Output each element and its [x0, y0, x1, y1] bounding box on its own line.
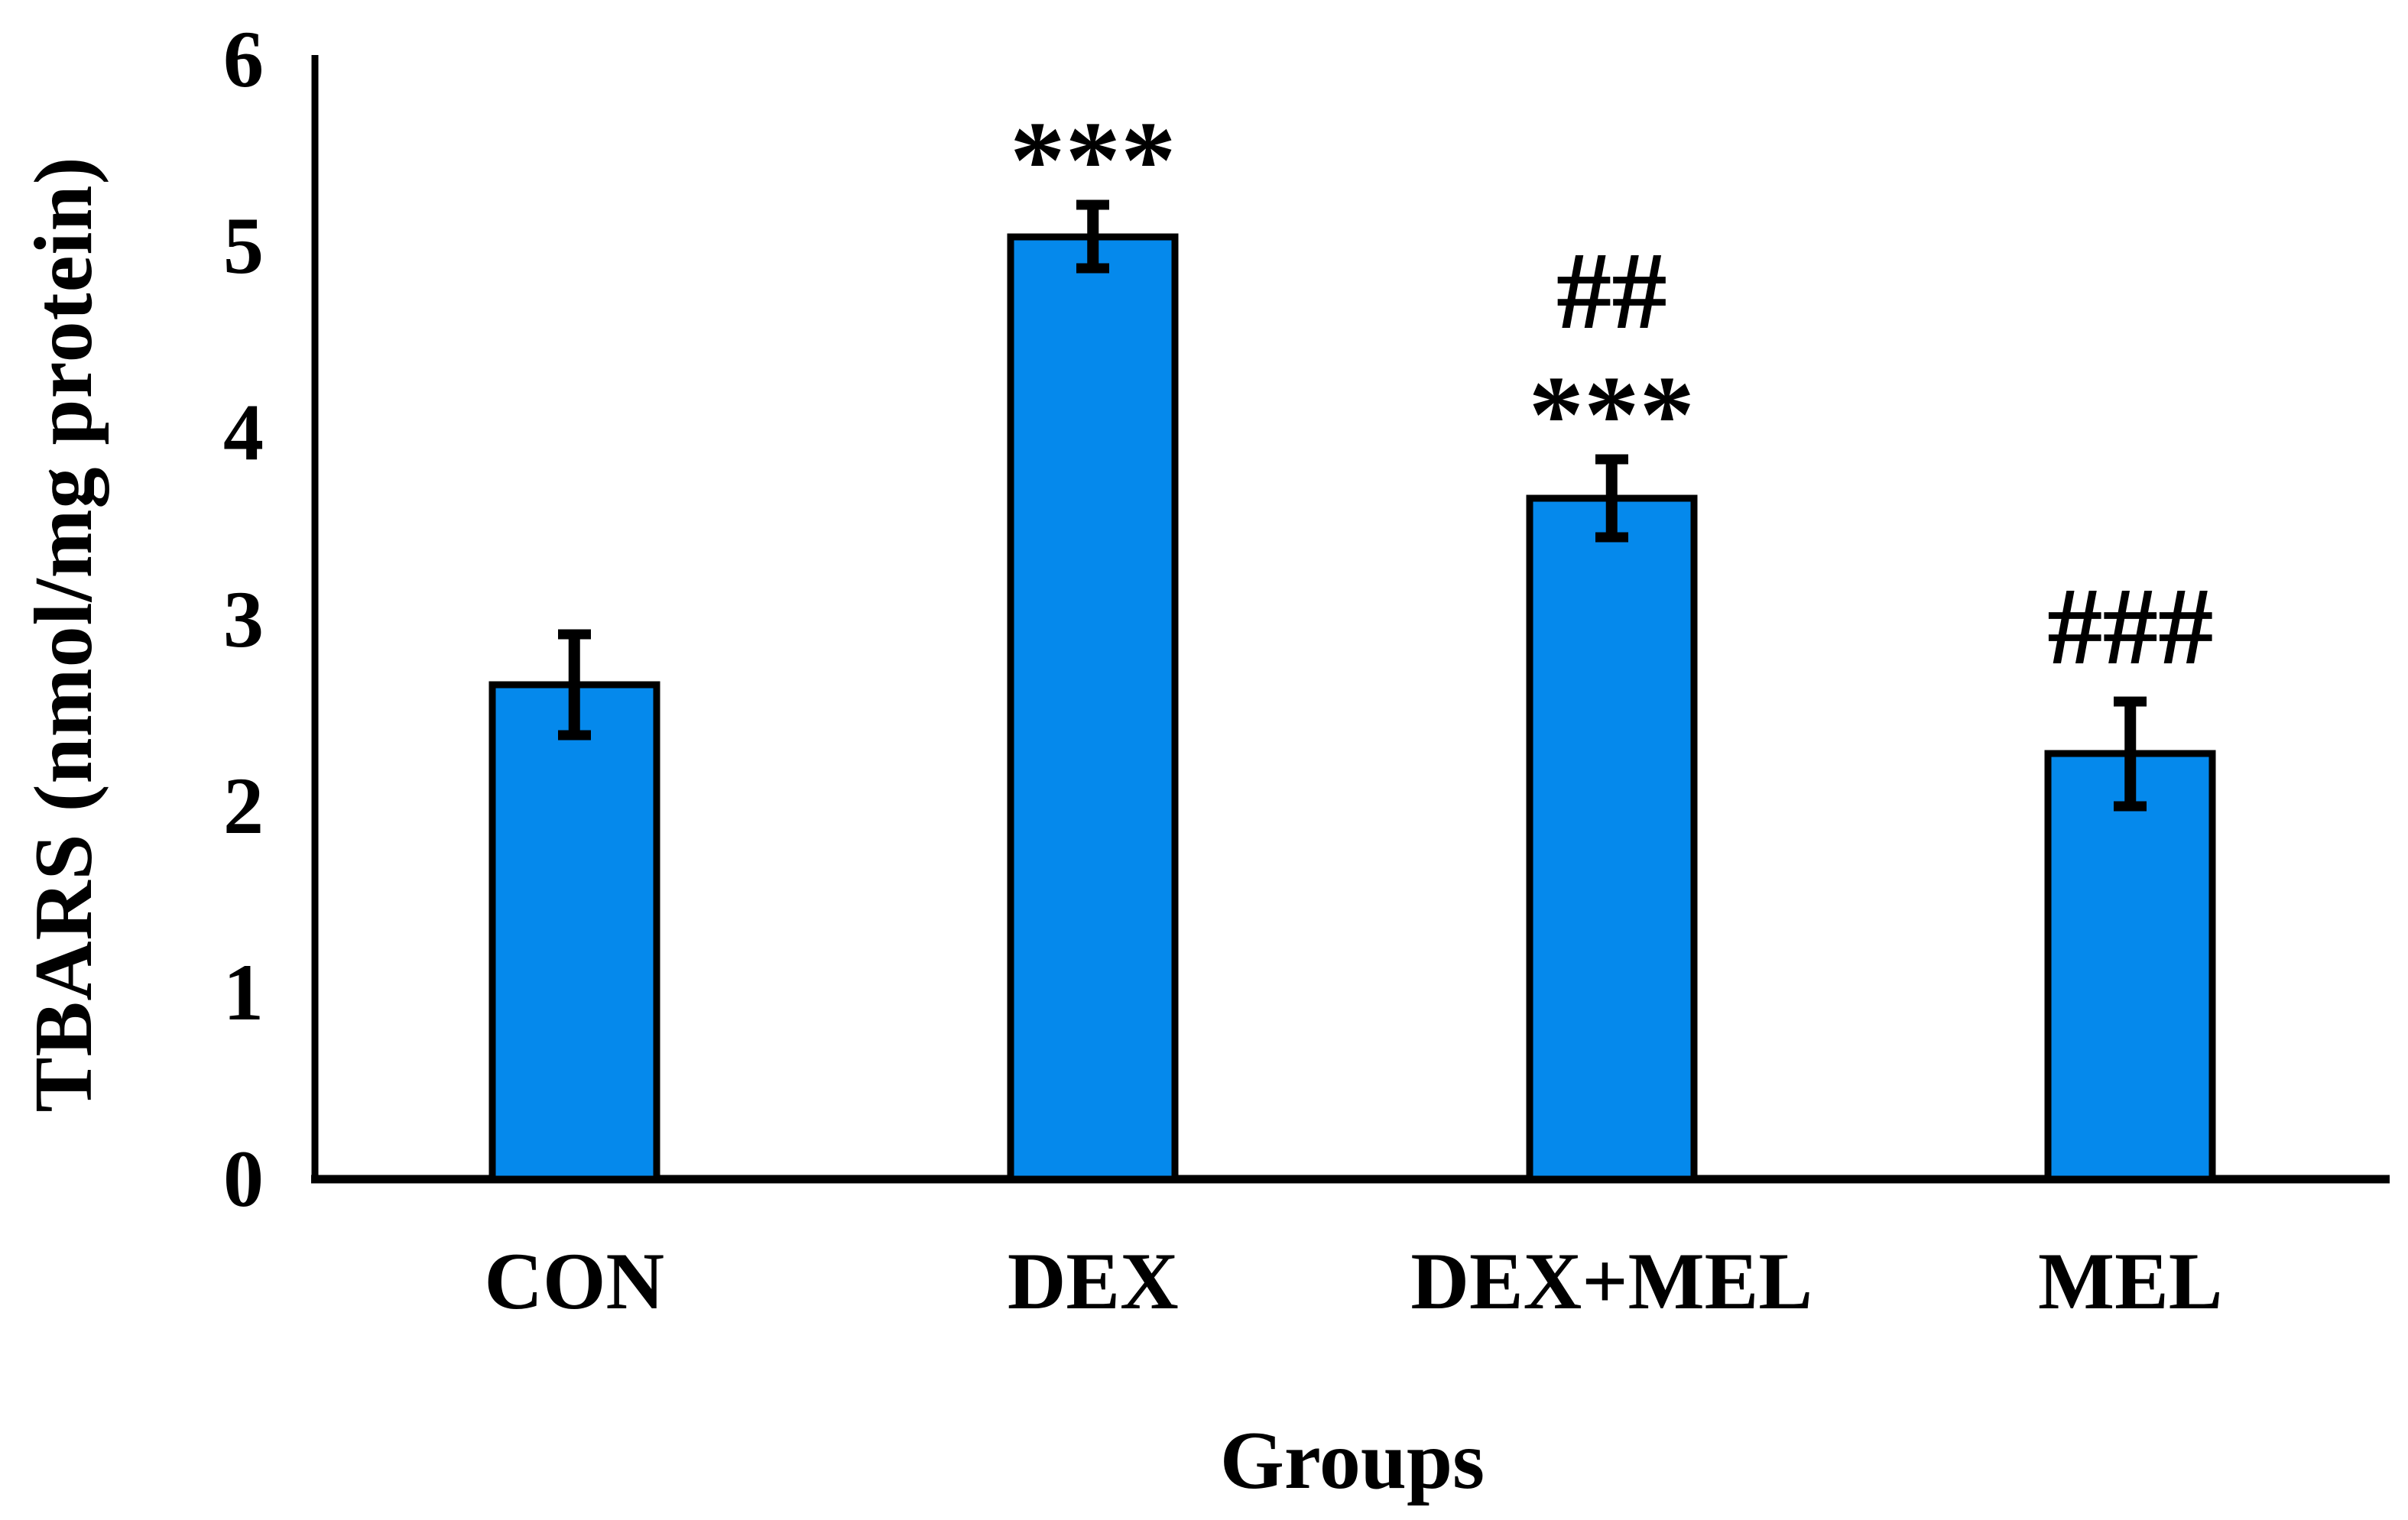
significance-marker: ## — [1556, 230, 1667, 352]
y-tick-label: 1 — [223, 948, 264, 1037]
x-category-label: CON — [484, 1236, 664, 1326]
x-category-label: DEX — [1008, 1236, 1179, 1326]
significance-marker: ### — [2047, 566, 2214, 688]
x-category-label: MEL — [2038, 1236, 2222, 1326]
x-axis-title: Groups — [1219, 1415, 1485, 1506]
x-category-label: DEX+MEL — [1410, 1236, 1812, 1326]
significance-marker: *** — [1529, 354, 1696, 476]
y-tick-label: 6 — [223, 15, 264, 104]
significance-marker: *** — [1010, 99, 1176, 222]
y-tick-label: 2 — [223, 761, 264, 851]
bar — [488, 681, 660, 1183]
bar — [2044, 750, 2216, 1183]
y-tick-label: 0 — [223, 1134, 264, 1223]
y-tick-label: 3 — [223, 575, 264, 664]
y-tick-label: 4 — [223, 387, 264, 477]
bar — [1526, 494, 1698, 1183]
bar — [1007, 233, 1179, 1183]
y-tick-label: 5 — [223, 201, 264, 290]
